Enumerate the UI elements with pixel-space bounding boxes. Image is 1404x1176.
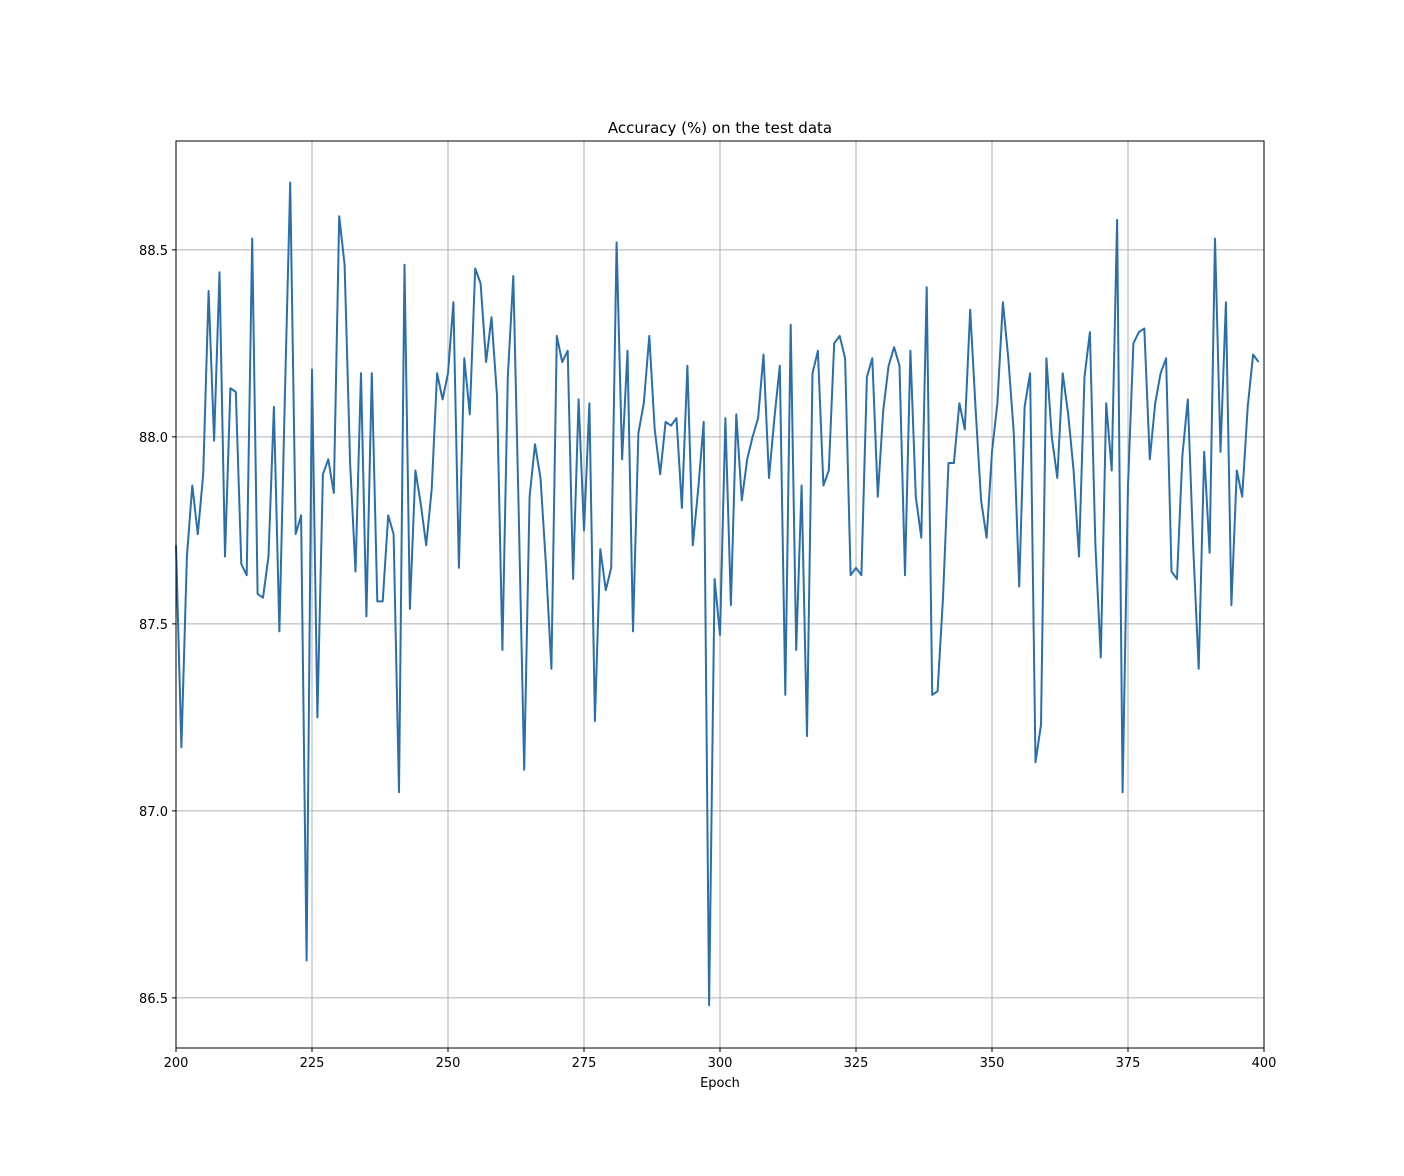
x-tick-label: 250 [436, 1056, 461, 1071]
y-tick-label: 87.5 [139, 618, 168, 633]
x-tick-label: 225 [300, 1056, 325, 1071]
x-tick-label: 275 [572, 1056, 597, 1071]
y-tick-label: 86.5 [139, 992, 168, 1007]
y-axis-ticks: 86.5 87.0 87.5 88.0 88.5 [139, 244, 176, 1007]
x-tick-label: 400 [1252, 1056, 1277, 1071]
x-tick-label: 300 [708, 1056, 733, 1071]
x-axis-label: Epoch [700, 1076, 740, 1091]
y-tick-label: 88.5 [139, 244, 168, 259]
chart-title: Accuracy (%) on the test data [608, 119, 832, 137]
axes-frame [175, 140, 1265, 1049]
accuracy-series-line [175, 181, 1260, 1007]
y-tick-label: 87.0 [139, 805, 168, 820]
x-axis-ticks: 200 225 250 275 300 325 350 375 400 [164, 1048, 1277, 1071]
y-tick-label: 88.0 [139, 431, 168, 446]
x-tick-label: 200 [164, 1056, 189, 1071]
x-tick-label: 350 [980, 1056, 1005, 1071]
x-tick-label: 375 [1116, 1056, 1141, 1071]
x-tick-label: 325 [844, 1056, 869, 1071]
